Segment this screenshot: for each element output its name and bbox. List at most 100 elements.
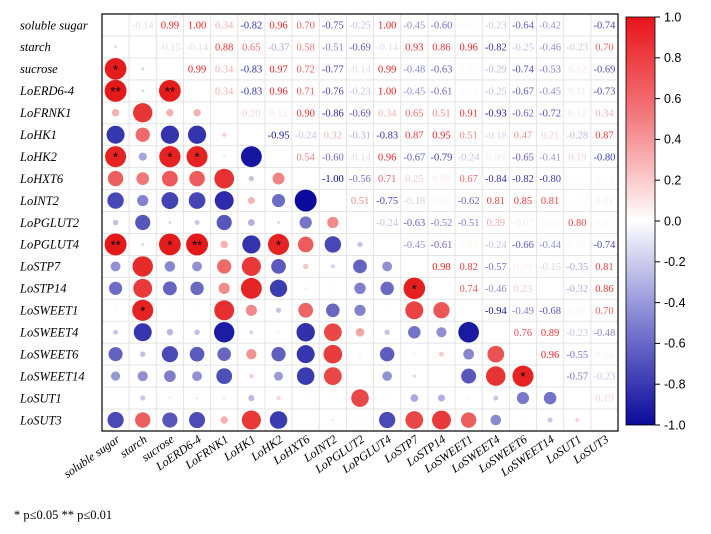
correlation-circle [161,170,178,187]
correlation-circle [298,302,314,318]
significance-mark: ** [165,84,175,99]
value-label: 0.19 [595,394,613,405]
correlation-circle [136,172,150,185]
correlation-circle [114,309,117,312]
value-label: 0.06 [432,196,450,207]
row-label: LoSWEET1 [19,304,78,318]
value-label: -0.46 [485,284,507,295]
value-label: -0.83 [240,64,262,75]
correlation-circle [276,220,281,225]
correlation-circle [222,155,226,158]
value-label: 0.96 [269,86,287,97]
value-label: -0.66 [512,240,534,251]
correlation-circle [159,233,181,256]
value-label: -0.14 [349,64,372,75]
value-label: -0.14 [186,43,209,54]
value-label: 0.85 [514,196,532,207]
colorbar-tick-label: -1.0 [664,418,686,432]
correlation-circle [189,170,205,187]
value-label: 1.00 [378,21,396,32]
correlation-circle [408,325,421,339]
correlation-circle [410,394,419,402]
correlation-circle [186,146,208,168]
value-label: 0.86 [432,43,450,54]
correlation-circle [249,330,254,335]
colorbar-tick-label: -0.2 [664,255,686,269]
row-label: LoSWEET6 [19,347,79,361]
grid-cell [536,364,565,388]
correlation-circle [271,193,286,208]
row-label: LoHXT6 [19,172,64,186]
value-label: -0.75 [376,196,398,207]
value-label: 1.00 [378,86,396,97]
value-label: 0.47 [514,130,532,141]
row-label: LoHK1 [19,128,57,142]
value-label: 0.81 [541,196,559,207]
grid-cell [590,408,619,432]
grid-cell [155,57,184,81]
correlation-circle [190,281,204,296]
colorbar-tick-label: -0.8 [664,378,686,392]
value-label: -0.31 [349,130,371,141]
value-label: 0.12 [269,108,287,119]
correlation-circle [214,168,235,189]
value-label: 1.00 [188,21,206,32]
value-label: -0.69 [593,64,615,75]
value-label: -0.25 [485,86,507,97]
value-label: 0.34 [378,108,397,119]
correlation-circle [247,197,255,205]
grid-cell [128,35,157,59]
correlation-circle [276,395,281,401]
value-label: -0.53 [539,64,561,75]
correlation-circle [355,327,365,337]
value-label: -0.63 [403,218,425,229]
value-label: -0.46 [539,43,561,54]
value-label: 0.90 [296,108,314,119]
correlation-circle [195,396,199,400]
row-label: LoSUT1 [19,391,62,405]
correlation-circle [162,281,177,296]
colorbar-tick-label: 0.2 [664,174,681,188]
value-label: -0.25 [512,43,534,54]
value-label: 0.09 [487,152,505,163]
correlation-circle [160,125,180,144]
correlation-circle [382,371,392,381]
value-label: 0.32 [324,130,342,141]
value-label: -0.65 [512,152,534,163]
grid [101,13,619,432]
correlation-circle [358,418,362,422]
value-label: -0.68 [539,306,561,317]
value-label: -0.60 [322,152,344,163]
correlation-circle [486,366,506,386]
value-label: 0.09 [432,174,450,185]
correlation-circle [405,411,424,429]
value-label: 0.04 [459,86,478,97]
correlation-circle [269,279,288,298]
correlation-circle [110,261,121,272]
correlation-circle [217,347,232,361]
value-label: -0.45 [539,86,561,97]
grid-cell [400,255,429,278]
value-label: -0.80 [539,174,561,185]
correlation-circle [299,216,312,229]
correlation-circle [141,242,145,246]
correlation-circle [159,79,181,102]
value-label: 0.54 [296,152,315,163]
value-label: 0.05 [541,218,559,229]
value-label: -0.37 [268,43,290,54]
correlation-circle [188,192,206,209]
value-label: 0.80 [568,218,586,229]
correlation-circle [135,127,150,142]
row-label: sucrose [20,62,58,76]
correlation-circle [141,89,145,93]
grid-cell [346,211,374,234]
correlation-circle [379,411,396,429]
value-label: 0.74 [459,284,478,295]
correlation-circle [413,352,416,356]
colorbar-tick-label: 0.4 [664,133,681,147]
value-label: 0.97 [269,64,287,75]
value-label: 0.06 [595,350,613,361]
correlation-circle [194,329,200,335]
correlation-circle [249,373,254,379]
